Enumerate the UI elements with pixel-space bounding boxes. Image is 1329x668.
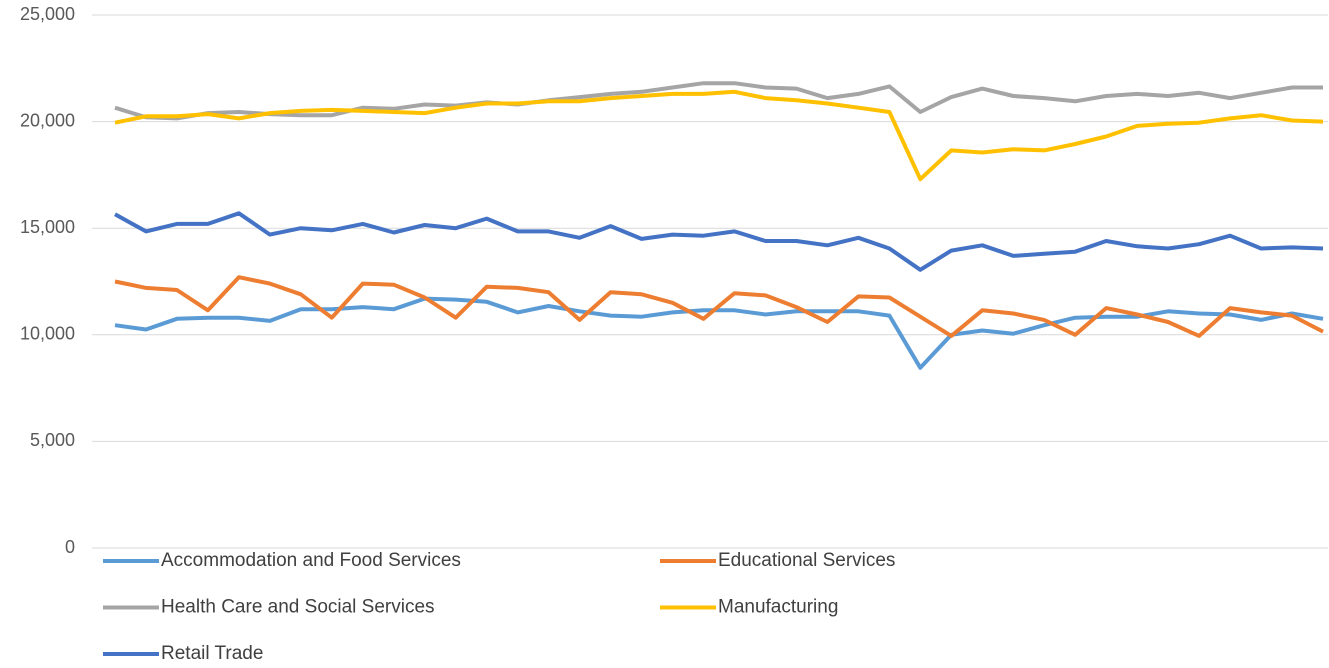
y-tick-label: 25,000: [20, 4, 75, 24]
series-line: [114, 89, 1324, 182]
y-tick-label: 10,000: [20, 324, 75, 344]
y-tick-label: 20,000: [20, 110, 75, 130]
series-line: [114, 81, 1323, 121]
legend-label: Retail Trade: [161, 643, 263, 664]
y-tick-label: 0: [65, 537, 75, 557]
legend-label: Health Care and Social Services: [161, 597, 435, 618]
y-tick-label: 5,000: [30, 430, 75, 450]
legend-label: Accommodation and Food Services: [161, 550, 461, 571]
legend-label: Manufacturing: [718, 597, 838, 618]
series-line: [114, 211, 1324, 272]
series-line: [114, 275, 1324, 338]
y-tick-label: 15,000: [20, 217, 75, 237]
series-line: [114, 296, 1324, 370]
legend-label: Educational Services: [718, 550, 895, 571]
